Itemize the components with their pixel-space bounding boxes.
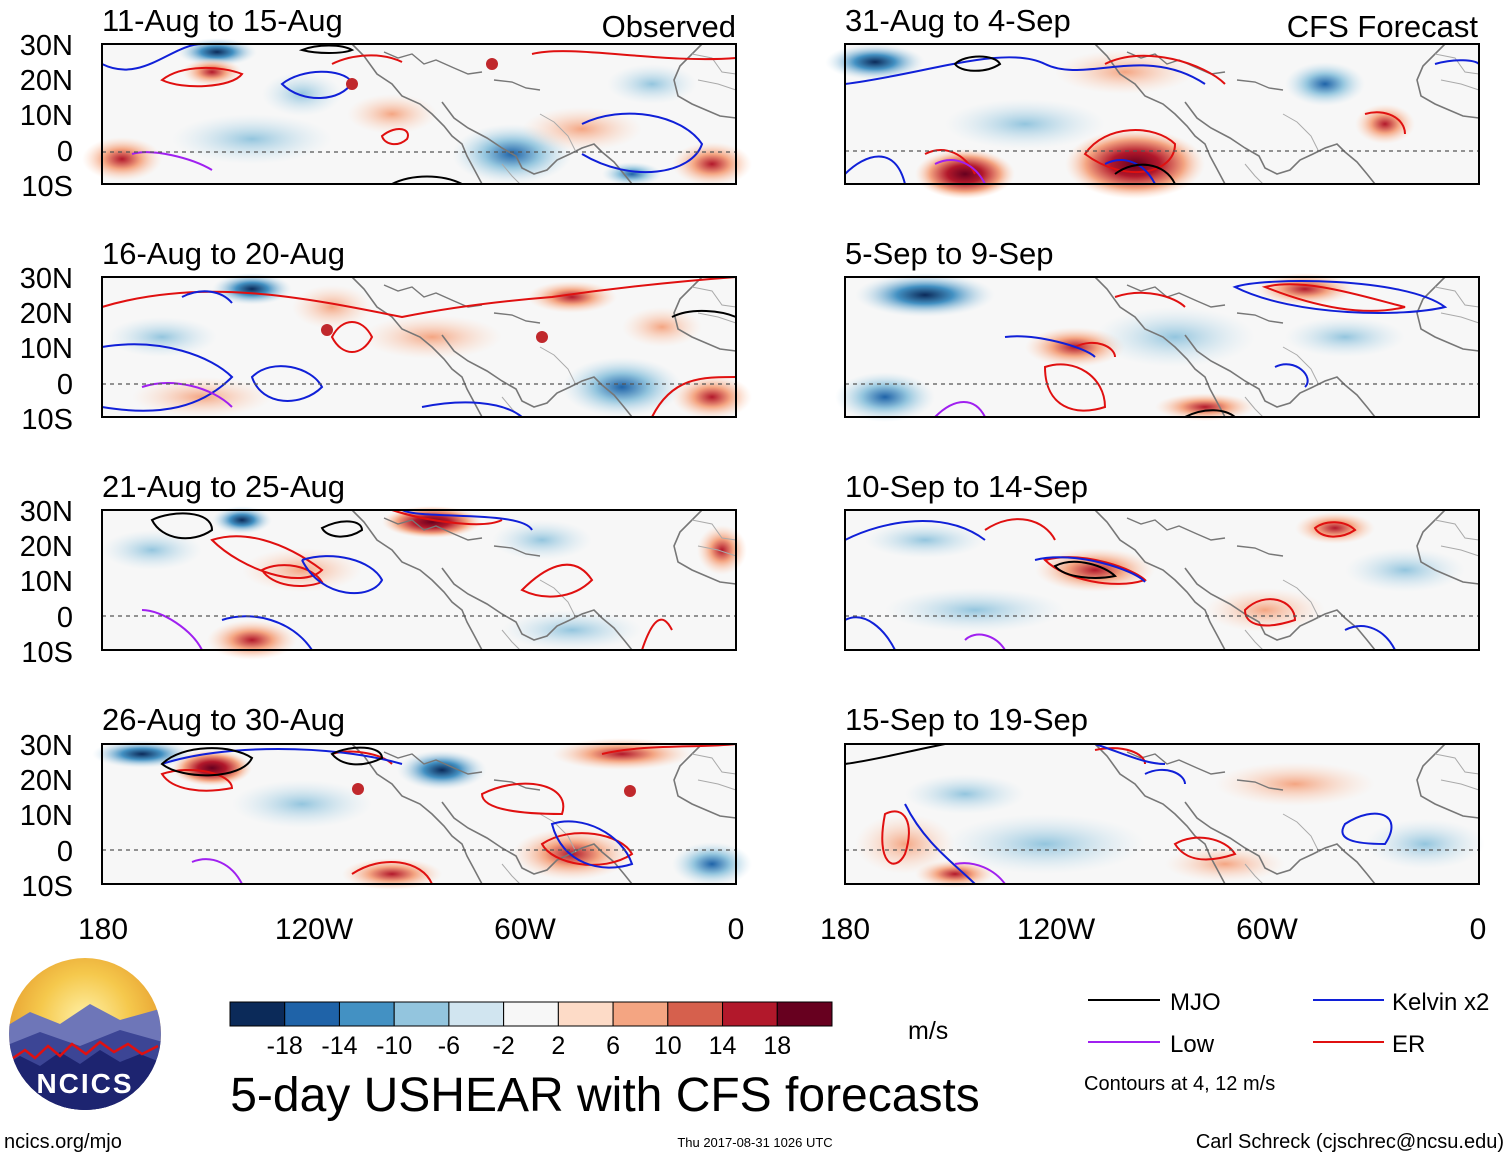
colorbar-swatch <box>448 1001 505 1027</box>
svg-text:180: 180 <box>820 913 870 946</box>
svg-text:10S: 10S <box>21 871 73 903</box>
footer-url: ncics.org/mjo <box>4 1131 122 1153</box>
lon-axis-observed: 180 120W 60W 0 <box>78 913 744 946</box>
ncics-logo: NCICS <box>9 958 161 1110</box>
svg-text:20N: 20N <box>20 298 73 330</box>
colorbar: -18 -14 -10 -6 -2 2 6 10 14 18 <box>229 1001 833 1060</box>
svg-text:0: 0 <box>57 369 73 401</box>
colorbar-tick-label: -18 <box>267 1032 303 1060</box>
svg-text:10S: 10S <box>21 171 73 203</box>
svg-text:0: 0 <box>1470 913 1487 946</box>
map-panel-forecast-3 <box>844 509 1480 651</box>
svg-text:0: 0 <box>57 602 73 634</box>
forecast-label: CFS Forecast <box>1287 9 1479 44</box>
legend-note: Contours at 4, 12 m/s <box>1084 1073 1275 1095</box>
panel-title-forecast-4: 15-Sep to 19-Sep <box>845 702 1088 737</box>
svg-text:0: 0 <box>728 913 745 946</box>
svg-text:30N: 30N <box>20 263 73 295</box>
map-panel-forecast-1 <box>825 43 1480 199</box>
lon-axis-forecast: 180 120W 60W 0 <box>820 913 1486 946</box>
footer-author: Carl Schreck (cjschrec@ncsu.edu) <box>1196 1131 1504 1153</box>
panel-title-forecast-2: 5-Sep to 9-Sep <box>845 236 1054 271</box>
panel-title-observed-3: 21-Aug to 25-Aug <box>102 469 345 504</box>
svg-text:0: 0 <box>57 136 73 168</box>
map-panel-observed-1 <box>82 38 752 186</box>
svg-text:60W: 60W <box>494 913 556 946</box>
colorbar-swatch <box>393 1001 450 1027</box>
map-panel-forecast-4 <box>844 743 1485 888</box>
colorbar-swatch <box>776 1001 833 1027</box>
svg-text:10N: 10N <box>20 333 73 365</box>
panel-title-observed-1: 11-Aug to 15-Aug <box>102 3 343 38</box>
map-panel-observed-3 <box>101 506 747 660</box>
colorbar-swatch <box>503 1001 559 1027</box>
svg-text:120W: 120W <box>275 913 354 946</box>
panel-title-observed-2: 16-Aug to 20-Aug <box>102 236 345 271</box>
map-panel-observed-2 <box>101 273 752 419</box>
svg-text:30N: 30N <box>20 730 73 762</box>
svg-text:120W: 120W <box>1017 913 1096 946</box>
svg-text:NCICS: NCICS <box>36 1068 133 1099</box>
svg-text:10N: 10N <box>20 566 73 598</box>
colorbar-tick-label: -10 <box>376 1032 412 1060</box>
legend: MJO Kelvin x2 Low ER Contours at 4, 12 m… <box>1084 989 1489 1095</box>
footer-timestamp: Thu 2017-08-31 1026 UTC <box>677 1135 832 1150</box>
svg-text:10N: 10N <box>20 800 73 832</box>
svg-text:10N: 10N <box>20 100 73 132</box>
panel-title-forecast-3: 10-Sep to 14-Sep <box>845 469 1088 504</box>
colorbar-tick-label: 2 <box>551 1032 565 1060</box>
colorbar-tick-label: 10 <box>654 1032 682 1060</box>
colorbar-swatch <box>229 1001 286 1027</box>
svg-text:60W: 60W <box>1236 913 1298 946</box>
panel-title-forecast-1: 31-Aug to 4-Sep <box>845 3 1071 38</box>
colorbar-swatch <box>284 1001 340 1027</box>
colorbar-swatch <box>557 1001 614 1027</box>
svg-text:20N: 20N <box>20 765 73 797</box>
lat-axis-observed-4: 30N 20N 10N 0 10S <box>20 730 73 903</box>
svg-text:20N: 20N <box>20 65 73 97</box>
svg-text:30N: 30N <box>20 496 73 528</box>
colorbar-tick-label: -2 <box>493 1032 515 1060</box>
colorbar-unit: m/s <box>908 1017 948 1045</box>
svg-text:10S: 10S <box>21 404 73 436</box>
svg-text:0: 0 <box>57 836 73 868</box>
colorbar-swatch <box>338 1001 395 1027</box>
figure-title: 5-day USHEAR with CFS forecasts <box>230 1069 980 1122</box>
colorbar-tick-label: 14 <box>709 1032 737 1060</box>
lat-axis-observed-3: 30N 20N 10N 0 10S <box>20 496 73 669</box>
map-panel-forecast-2 <box>835 273 1480 422</box>
legend-label-er: ER <box>1392 1031 1425 1058</box>
svg-text:20N: 20N <box>20 531 73 563</box>
colorbar-swatch <box>612 1001 669 1027</box>
panel-title-observed-4: 26-Aug to 30-Aug <box>102 702 345 737</box>
colorbar-swatch <box>667 1001 724 1027</box>
svg-text:180: 180 <box>78 913 128 946</box>
lat-axis-observed-2: 30N 20N 10N 0 10S <box>20 263 73 436</box>
lat-axis-observed-1: 30N 20N 10N 0 10S <box>20 30 73 203</box>
colorbar-tick-label: -6 <box>438 1032 460 1060</box>
colorbar-tick-label: -14 <box>321 1032 357 1060</box>
colorbar-swatch <box>722 1001 778 1027</box>
map-panel-observed-4 <box>92 738 752 890</box>
colorbar-tick-label: 6 <box>606 1032 620 1060</box>
legend-label-low: Low <box>1170 1031 1215 1058</box>
legend-label-kelvin: Kelvin x2 <box>1392 989 1489 1016</box>
svg-text:30N: 30N <box>20 30 73 62</box>
colorbar-tick-label: 18 <box>763 1032 791 1060</box>
svg-text:10S: 10S <box>21 637 73 669</box>
observed-label: Observed <box>602 9 736 44</box>
legend-label-mjo: MJO <box>1170 989 1221 1016</box>
